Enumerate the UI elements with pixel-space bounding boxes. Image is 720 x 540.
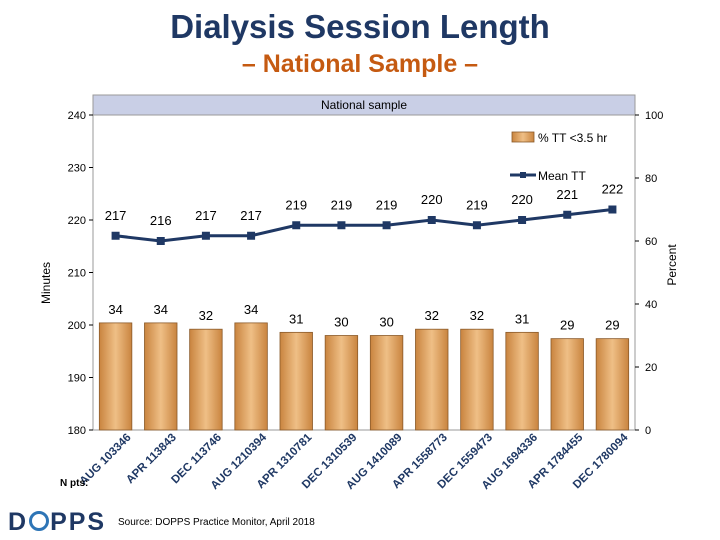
y2-tick-label: 60 [645,236,657,248]
n-pts-label: N pts: [60,478,89,489]
bar [279,331,313,431]
legend-line-label: Mean TT [538,169,586,183]
bar-data-label: 30 [379,315,393,330]
bar-data-label: 32 [199,308,213,323]
bar-data-label: 34 [244,302,258,317]
bar [415,328,449,431]
bar [234,322,268,431]
line-data-label: 216 [150,213,172,228]
line-data-label: 217 [240,208,262,223]
bar-data-label: 32 [425,308,439,323]
line-point [201,231,210,240]
line-data-label: 220 [421,192,443,207]
line-data-label: 222 [602,182,624,197]
line-point [427,216,436,224]
line-data-label: 219 [376,197,398,212]
dopps-logo: D PPS [8,508,107,536]
chart-title-band [92,94,636,116]
bar [460,328,494,431]
bar [144,322,178,431]
mean-tt-line [115,208,613,243]
y-tick-label: 210 [68,268,86,280]
line-data-label: 217 [195,208,217,223]
bar [98,322,133,431]
bar-data-label: 30 [334,315,348,330]
line-point [608,205,617,214]
legend: % TT <3.5 hr Mean TT [510,131,607,183]
line-point [472,221,481,230]
line-point [518,216,527,224]
bar-data-label: 29 [560,318,574,333]
y2-tick-label: 20 [645,362,657,374]
legend-bar-label: % TT <3.5 hr [538,131,607,145]
y-tick-label: 190 [68,373,86,385]
bar-data-label: 34 [108,302,122,317]
chart-title: National sample [321,98,407,112]
bar-data-label: 32 [470,308,484,323]
bar [324,335,359,431]
line-data-label: 219 [285,197,307,212]
line-point [292,221,301,230]
y2-tick-label: 0 [645,425,651,437]
bar [505,331,539,431]
y-tick-label: 230 [68,163,86,175]
y2-axis-label: Percent [665,244,679,286]
bar [189,328,223,431]
line-point [563,210,572,219]
line-data-label: 219 [331,197,353,212]
line-data-label: 219 [466,197,488,212]
legend-bar-swatch [511,131,535,143]
page-subtitle: – National Sample – [241,50,479,78]
line-point [156,237,165,245]
bar-data-label: 31 [515,311,529,326]
bar [369,335,404,431]
y2-tick-label: 80 [645,173,657,185]
line-data-label: 221 [556,187,578,202]
y-tick-label: 200 [68,320,86,332]
source-note: Source: DOPPS Practice Monitor, April 20… [118,517,315,528]
plot-area [92,94,636,431]
line-data-label: 220 [511,192,533,207]
y-tick-label: 240 [68,110,86,122]
line-point [247,231,256,240]
y2-tick-label: 100 [645,110,663,122]
bar-data-label: 34 [154,302,168,317]
line-data-label: 217 [105,208,127,223]
bar [595,338,630,431]
line-point [382,221,391,230]
bar [550,338,584,431]
bar-data-label: 31 [289,311,303,326]
line-point [337,221,346,230]
y2-tick-label: 40 [645,299,657,311]
y-axis-label: Minutes [39,262,53,304]
y-tick-label: 180 [68,425,86,437]
bar-data-label: 29 [605,318,619,333]
legend-line-marker [520,172,526,178]
y-tick-label: 220 [68,215,86,227]
page-title: Dialysis Session Length [170,8,550,45]
line-point [111,231,120,240]
